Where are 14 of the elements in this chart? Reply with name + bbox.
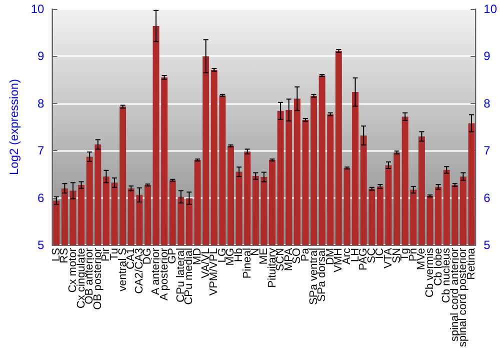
y2-tick-label: 9 — [484, 49, 491, 64]
y2-tick-label: 5 — [484, 238, 491, 252]
y-tick-label: 7 — [38, 144, 45, 158]
y-tick-label: 10 — [30, 2, 45, 16]
y-tick-label: 9 — [38, 49, 45, 64]
y-tick-label: 6 — [38, 190, 45, 205]
y2-tick-label: 6 — [484, 190, 491, 205]
y2-tick-label: 7 — [484, 144, 491, 158]
y-tick-label: 5 — [38, 238, 45, 252]
y2-tick-label: 8 — [484, 96, 491, 110]
y2-tick-label: 10 — [484, 2, 498, 16]
x-tick-label: Tg — [399, 248, 412, 261]
y-tick-label: 8 — [38, 96, 45, 110]
y-axis-title: Log2 (expression) — [7, 78, 21, 176]
